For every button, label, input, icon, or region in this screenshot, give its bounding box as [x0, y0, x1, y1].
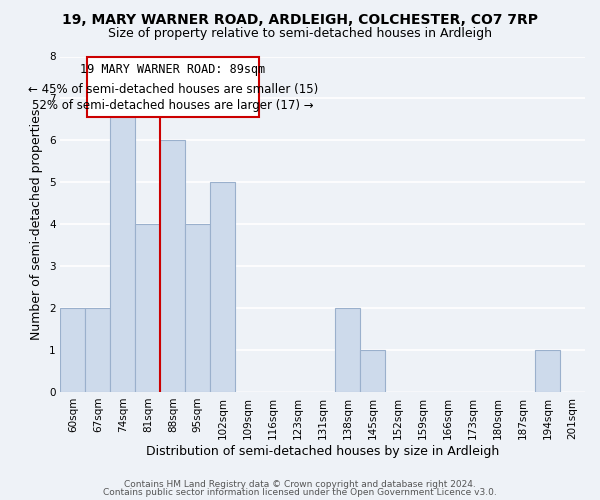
Text: 52% of semi-detached houses are larger (17) →: 52% of semi-detached houses are larger (…	[32, 99, 314, 112]
Text: Contains HM Land Registry data © Crown copyright and database right 2024.: Contains HM Land Registry data © Crown c…	[124, 480, 476, 489]
X-axis label: Distribution of semi-detached houses by size in Ardleigh: Distribution of semi-detached houses by …	[146, 444, 499, 458]
Bar	[185, 224, 211, 392]
Bar	[335, 308, 360, 392]
Bar	[110, 98, 136, 392]
Y-axis label: Number of semi-detached properties: Number of semi-detached properties	[31, 108, 43, 340]
Bar	[61, 308, 85, 392]
Text: 19, MARY WARNER ROAD, ARDLEIGH, COLCHESTER, CO7 7RP: 19, MARY WARNER ROAD, ARDLEIGH, COLCHEST…	[62, 12, 538, 26]
FancyBboxPatch shape	[87, 56, 259, 118]
Bar	[211, 182, 235, 392]
Text: Size of property relative to semi-detached houses in Ardleigh: Size of property relative to semi-detach…	[108, 28, 492, 40]
Bar	[360, 350, 385, 392]
Text: 19 MARY WARNER ROAD: 89sqm: 19 MARY WARNER ROAD: 89sqm	[80, 64, 266, 76]
Text: ← 45% of semi-detached houses are smaller (15): ← 45% of semi-detached houses are smalle…	[28, 82, 318, 96]
Bar	[160, 140, 185, 392]
Bar	[535, 350, 560, 392]
Text: Contains public sector information licensed under the Open Government Licence v3: Contains public sector information licen…	[103, 488, 497, 497]
Bar	[136, 224, 160, 392]
Bar	[85, 308, 110, 392]
